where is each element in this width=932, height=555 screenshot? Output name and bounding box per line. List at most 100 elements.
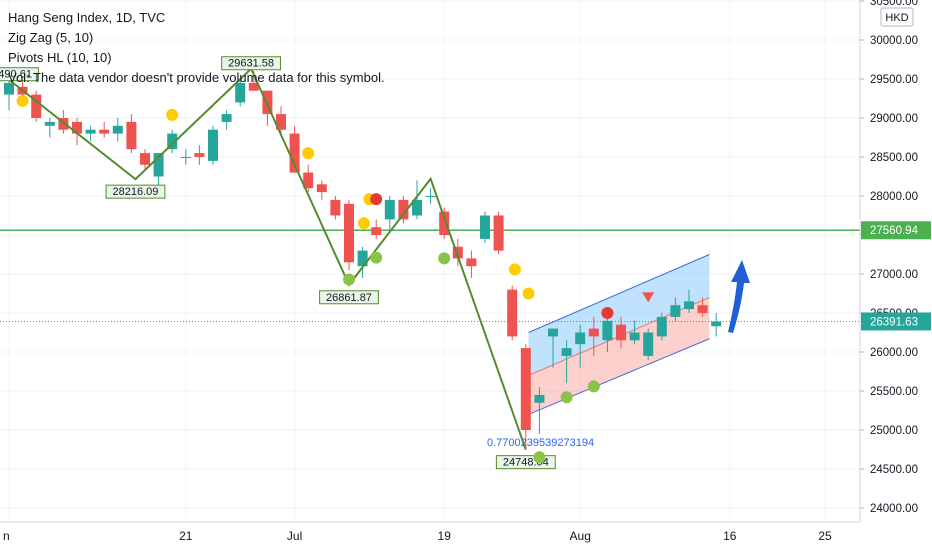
red-signal-marker	[601, 307, 614, 319]
candle-body[interactable]	[507, 289, 518, 337]
pivot-low-marker	[438, 252, 451, 265]
candle-body[interactable]	[180, 157, 191, 158]
candle-body[interactable]	[384, 199, 395, 220]
candle-body[interactable]	[697, 305, 708, 313]
candle-body[interactable]	[31, 94, 42, 118]
candle-body[interactable]	[112, 125, 123, 134]
candle-body[interactable]	[208, 129, 218, 161]
pivot-low-marker	[370, 251, 383, 264]
zigzag-label: 29490.61	[0, 69, 32, 81]
pivot-low-marker	[533, 451, 546, 464]
candle-body[interactable]	[684, 301, 694, 310]
candle-body[interactable]	[99, 129, 110, 134]
candle-body[interactable]	[126, 121, 137, 150]
candle-body[interactable]	[398, 199, 409, 220]
pivot-low-marker	[587, 380, 600, 393]
candle-body[interactable]	[711, 321, 722, 327]
price-axis-label: 24500.00	[870, 464, 918, 476]
symbol-title[interactable]: Hang Seng Index, 1D, TVC	[8, 10, 166, 25]
indicator-pivots[interactable]: Pivots HL (10, 10)	[8, 50, 112, 65]
candle-body[interactable]	[480, 215, 490, 239]
candle-body[interactable]	[534, 394, 545, 403]
zigzag-label-box	[221, 56, 281, 71]
currency-badge[interactable]	[880, 7, 914, 27]
candle-body[interactable]	[561, 348, 572, 356]
zigzag-line[interactable]	[8, 67, 527, 450]
candle-body[interactable]	[194, 153, 205, 157]
candle-body[interactable]	[330, 199, 341, 216]
candle-body[interactable]	[425, 196, 436, 197]
zigzag-label-box	[0, 67, 39, 82]
candle-body[interactable]	[439, 211, 450, 235]
candle-body[interactable]	[520, 348, 531, 430]
time-axis-label: 19	[438, 529, 452, 543]
price-axis-background	[860, 0, 932, 550]
candle-body[interactable]	[289, 133, 300, 173]
pivot-high-marker	[522, 287, 535, 300]
candle-body[interactable]	[85, 129, 96, 134]
level-price-tag	[861, 221, 931, 240]
time-axis-label: 21	[179, 529, 193, 543]
chart-legend: Hang Seng Index, 1D, TVC Zig Zag (5, 10)…	[8, 8, 385, 88]
down-triangle-marker	[642, 292, 655, 303]
candle-body[interactable]	[235, 82, 246, 103]
pivot-high-marker	[508, 263, 521, 276]
candle-body[interactable]	[316, 184, 327, 193]
candle-body[interactable]	[303, 172, 314, 189]
price-axis-label: 27000.00	[870, 269, 918, 281]
zigzag-label-box	[105, 184, 166, 199]
price-axis-label: 25500.00	[870, 386, 918, 398]
candle-body[interactable]	[72, 121, 82, 134]
time-axis-label: 25	[818, 529, 832, 543]
candle-body[interactable]	[452, 246, 463, 259]
time-axis-label: Aug	[570, 529, 591, 543]
candle-body[interactable]	[588, 328, 599, 337]
price-axis-label: 24000.00	[870, 503, 918, 515]
candle-body[interactable]	[248, 82, 259, 91]
candle-body[interactable]	[656, 316, 667, 337]
time-axis-label: Jul	[287, 529, 302, 543]
channel-upper-fill	[528, 254, 710, 376]
candle-body[interactable]	[153, 153, 164, 177]
candle-body[interactable]	[616, 324, 626, 341]
candle-body[interactable]	[357, 250, 368, 267]
candle-body[interactable]	[629, 332, 640, 341]
candle-body[interactable]	[493, 215, 504, 251]
level-price-label: 27560.94	[870, 225, 919, 237]
candle-body[interactable]	[167, 133, 178, 150]
candle-body[interactable]	[140, 153, 150, 165]
price-axis-label: 30000.00	[870, 35, 918, 47]
candle-body[interactable]	[44, 121, 55, 126]
time-axis-background	[0, 522, 932, 550]
candle-body[interactable]	[58, 118, 69, 130]
candle-body[interactable]	[276, 114, 286, 130]
price-axis-label: 28000.00	[870, 191, 918, 203]
last-price-tag	[861, 312, 931, 331]
price-axis-label: 30500.00	[870, 0, 918, 8]
pivot-high-marker	[16, 94, 29, 107]
candle-body[interactable]	[371, 227, 382, 235]
candle-body[interactable]	[466, 258, 477, 267]
zigzag-label: 26861.87	[326, 292, 372, 304]
candle-body[interactable]	[412, 199, 422, 216]
candle-body[interactable]	[670, 305, 681, 317]
candle-body[interactable]	[221, 114, 232, 122]
candle-body[interactable]	[602, 320, 613, 341]
pivot-high-marker	[302, 147, 315, 160]
candle-body[interactable]	[548, 328, 558, 337]
candle-body[interactable]	[643, 332, 654, 356]
candle-body[interactable]	[4, 82, 14, 95]
price-axis-label: 29000.00	[870, 113, 918, 125]
volume-notice: Vol: The data vendor doesn't provide vol…	[8, 70, 385, 85]
channel-upper-line	[528, 254, 710, 333]
up-arrow-drawing[interactable]	[728, 260, 750, 333]
candle-body[interactable]	[344, 203, 354, 263]
price-axis-label: 28500.00	[870, 152, 918, 164]
currency-label: HKD	[885, 12, 908, 24]
candle-body[interactable]	[575, 332, 586, 345]
indicator-zigzag[interactable]: Zig Zag (5, 10)	[8, 30, 94, 45]
pivot-low-marker	[343, 273, 355, 286]
